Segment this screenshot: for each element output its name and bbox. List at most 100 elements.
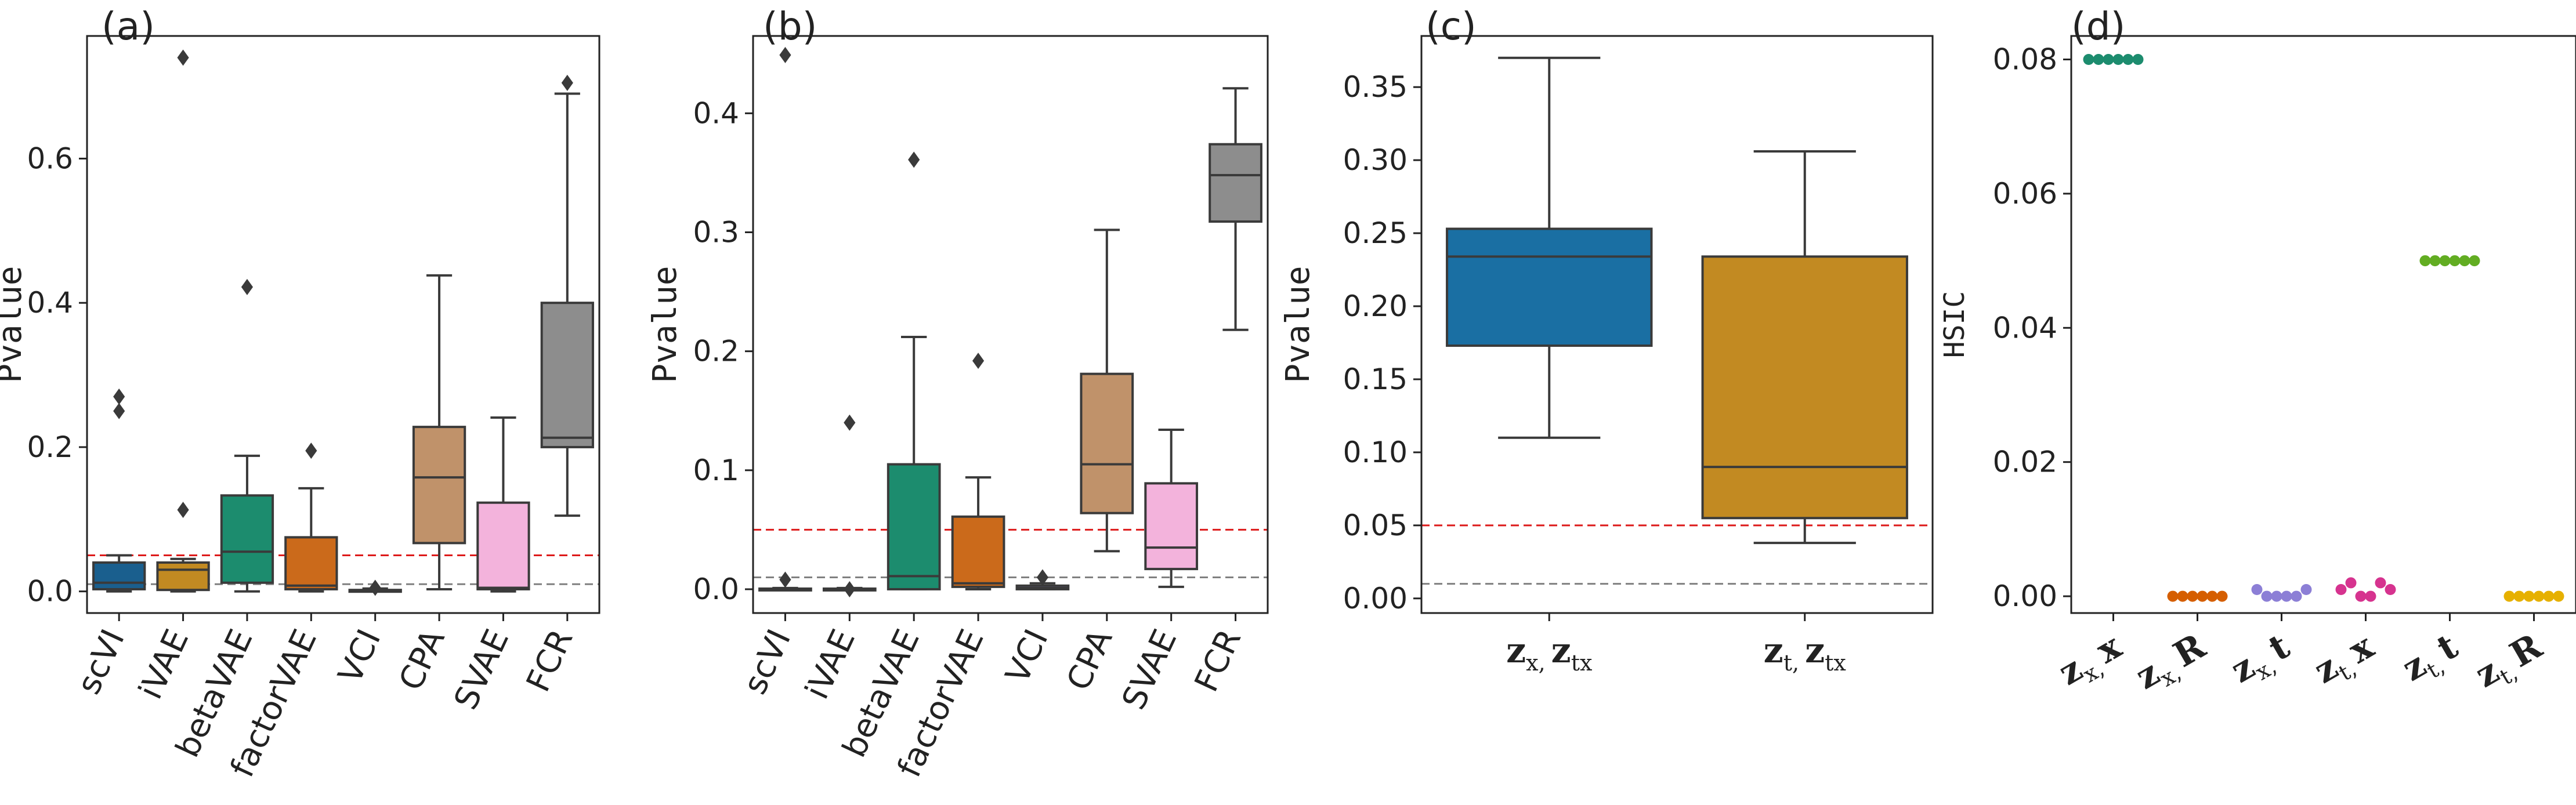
- strip-point: [2261, 590, 2273, 602]
- strip-point: [2281, 590, 2292, 602]
- x-tick-label: FCR: [519, 623, 580, 697]
- outlier-point: [779, 571, 791, 588]
- strip-point: [2206, 590, 2218, 602]
- x-tick-label: zt,t: [2396, 626, 2467, 693]
- outlier-point: [113, 402, 125, 419]
- x-tick-label: zt,x: [2307, 626, 2383, 696]
- y-axis-label: Pvalue: [0, 266, 29, 383]
- y-tick-label: 0.06: [1993, 177, 2057, 211]
- x-tick-label: iVAE: [798, 623, 863, 705]
- outlier-point: [305, 443, 317, 459]
- panel-c: (c) Pvalue 0.00 0.05 0.10 0.15 0.20 0.25 0.30 0.3…: [1279, 4, 1934, 676]
- outlier-point: [561, 74, 573, 91]
- strip-point: [2419, 255, 2431, 267]
- box-factorvae: [284, 536, 338, 590]
- strip-point: [2187, 590, 2198, 602]
- y-tick-label: 0.20: [1343, 289, 1408, 323]
- y-tick-label: 0.2: [693, 335, 739, 368]
- x-tick-label: scVI: [70, 623, 132, 700]
- outlier-point: [177, 502, 189, 518]
- x-tick-label: CPA: [1059, 623, 1120, 696]
- box-factorvae: [951, 515, 1005, 588]
- strip-point: [2375, 577, 2386, 589]
- y-tick-label: 0.02: [1993, 445, 2057, 479]
- outlier-point: [844, 414, 856, 431]
- axes-frame: [1420, 35, 1934, 614]
- outlier-point: [972, 353, 985, 369]
- strip-point: [2385, 584, 2396, 596]
- x-tick-label: zt,R: [2469, 626, 2552, 700]
- y-tick-label: 0.25: [1343, 216, 1408, 250]
- outlier-point: [113, 388, 125, 405]
- axes-frame: [86, 35, 600, 614]
- panel-label: (a): [102, 4, 155, 49]
- strip-point: [2523, 590, 2535, 602]
- box-fcr: [540, 302, 594, 448]
- y-tick-label: 0.10: [1343, 436, 1408, 469]
- y-axis-label: HSIC: [1938, 291, 1971, 358]
- strip-point: [2503, 590, 2515, 602]
- strip-point: [2216, 590, 2228, 602]
- outlier-point: [177, 49, 189, 66]
- strip-point: [2300, 584, 2312, 596]
- y-tick-label: 0.05: [1343, 509, 1408, 542]
- strip-point: [2355, 590, 2367, 602]
- strip-point: [2553, 590, 2564, 602]
- x-tick-label: iVAE: [132, 623, 196, 705]
- strip-point: [2543, 590, 2555, 602]
- box-cpa: [412, 426, 466, 545]
- x-tick-label: scVI: [736, 623, 798, 700]
- x-tick-label: VCI: [331, 623, 389, 689]
- x-tick-label: SVAE: [1115, 623, 1185, 715]
- axes-frame: [2070, 35, 2576, 614]
- outlier-point: [1036, 569, 1049, 586]
- strip-point: [2429, 255, 2441, 267]
- x-tick-label: zx,t: [2224, 626, 2299, 695]
- box-z-x-z-tx: [1446, 227, 1653, 347]
- strip-point: [2167, 590, 2179, 602]
- x-tick-label: FCR: [1188, 623, 1249, 697]
- box-z-t-z-tx: [1701, 255, 1908, 520]
- box-fcr: [1209, 143, 1262, 223]
- y-axis-label: Pvalue: [646, 266, 684, 383]
- strip-point: [2112, 53, 2124, 65]
- strip-point: [2459, 255, 2470, 267]
- y-tick-label: 0.15: [1343, 362, 1408, 396]
- x-tick-label: zx,x: [2052, 626, 2132, 698]
- strip-point: [2271, 590, 2282, 602]
- x-tick-label: CPA: [392, 623, 452, 696]
- box-betavae: [220, 494, 274, 584]
- strip-point: [2197, 590, 2208, 602]
- box-svae: [1144, 482, 1199, 571]
- strip-point: [2449, 255, 2461, 267]
- axes-frame: [752, 35, 1269, 614]
- x-tick-label: SVAE: [447, 623, 516, 715]
- strip-point: [2093, 53, 2104, 65]
- strip-point: [2251, 584, 2263, 596]
- y-tick-label: 0.30: [1343, 143, 1408, 177]
- y-tick-label: 0.0: [27, 575, 73, 608]
- strip-point: [2469, 255, 2480, 267]
- y-tick-label: 0.6: [27, 142, 73, 175]
- strip-point: [2533, 590, 2545, 602]
- outlier-point: [844, 581, 856, 597]
- y-tick-label: 0.4: [27, 286, 73, 320]
- y-tick-label: 0.2: [27, 430, 73, 464]
- outlier-point: [908, 151, 920, 168]
- outlier-point: [369, 579, 381, 596]
- strip-point: [2345, 577, 2357, 589]
- box-cpa: [1080, 372, 1134, 514]
- x-tick-label: zt, ztx: [1764, 630, 1846, 676]
- panel-label: (b): [763, 4, 817, 49]
- strip-point: [2365, 590, 2376, 602]
- strip-point: [2122, 53, 2134, 65]
- strip-point: [2335, 584, 2347, 596]
- panel-label: (c): [1426, 4, 1477, 49]
- y-tick-label: 0.3: [693, 216, 739, 249]
- box-svae: [476, 501, 530, 590]
- box-betavae: [887, 463, 941, 590]
